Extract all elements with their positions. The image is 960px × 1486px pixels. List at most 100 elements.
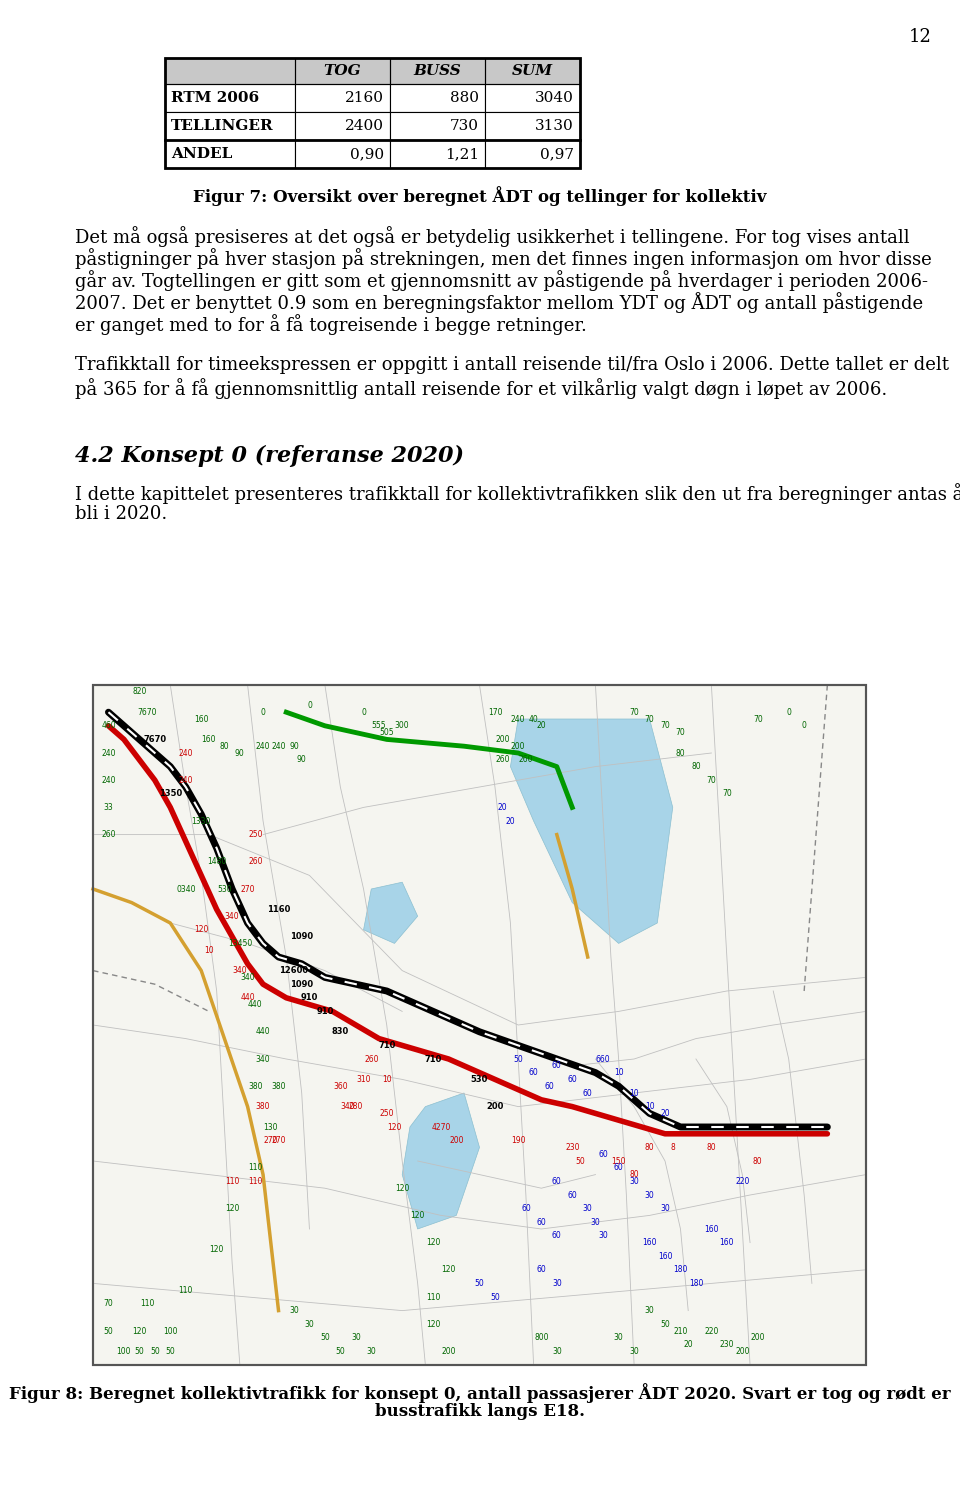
Text: 60: 60 [583,1089,592,1098]
Text: 12: 12 [908,28,931,46]
Text: 120: 120 [426,1238,441,1247]
Text: 230: 230 [720,1340,734,1349]
Text: 30: 30 [367,1346,376,1355]
Text: 120: 120 [225,1204,239,1213]
Text: 30: 30 [613,1333,623,1342]
Text: I dette kapittelet presenteres trafikktall for kollektivtrafikken slik den ut fr: I dette kapittelet presenteres trafikkta… [75,483,960,504]
Text: 160: 160 [194,715,208,724]
Text: 20: 20 [498,802,508,811]
Text: 270: 270 [240,884,254,893]
FancyBboxPatch shape [165,85,295,111]
Text: 50: 50 [660,1320,670,1328]
Text: 110: 110 [248,1177,262,1186]
Text: 505: 505 [379,728,394,737]
Text: 70: 70 [660,721,670,730]
FancyBboxPatch shape [390,140,485,168]
Polygon shape [364,883,418,944]
Text: 250: 250 [379,1109,394,1117]
Text: ANDEL: ANDEL [171,147,232,160]
FancyBboxPatch shape [93,685,866,1366]
Text: 60: 60 [567,1190,577,1199]
Text: 120: 120 [194,926,208,935]
Text: 250: 250 [248,831,263,840]
Text: 910: 910 [300,993,318,1002]
Text: 4.2 Konsept 0 (referanse 2020): 4.2 Konsept 0 (referanse 2020) [75,444,464,467]
Text: 380: 380 [255,1103,271,1112]
Text: 200: 200 [442,1346,456,1355]
Text: 310: 310 [356,1074,371,1083]
Text: 110: 110 [179,1285,193,1294]
Text: 160: 160 [704,1224,719,1233]
Text: 2400: 2400 [345,119,384,134]
Text: 90: 90 [297,755,306,764]
FancyBboxPatch shape [165,111,295,140]
Text: 110: 110 [140,1299,155,1308]
Text: 80: 80 [676,749,685,758]
Text: 1160: 1160 [267,905,290,914]
Text: 120: 120 [209,1245,224,1254]
Text: går av. Togtellingen er gitt som et gjennomsnitt av påstigende på hverdager i pe: går av. Togtellingen er gitt som et gjen… [75,270,928,291]
Text: 60: 60 [537,1217,546,1227]
Text: 1350: 1350 [158,789,182,798]
FancyBboxPatch shape [485,85,580,111]
Text: 260: 260 [101,831,116,840]
Text: TOG: TOG [324,64,361,77]
Text: 50: 50 [150,1346,159,1355]
Text: 160: 160 [720,1238,734,1247]
Text: 340: 340 [341,1103,355,1112]
Text: RTM 2006: RTM 2006 [171,91,259,106]
Text: 60: 60 [537,1265,546,1275]
Text: 380: 380 [272,1082,286,1091]
Text: 530: 530 [470,1074,489,1083]
Text: 2007. Det er benyttet 0.9 som en beregningsfaktor mellom YDT og ÅDT og antall på: 2007. Det er benyttet 0.9 som en beregni… [75,293,924,314]
Text: 20: 20 [537,721,546,730]
Text: 200: 200 [495,736,510,744]
Text: 10: 10 [645,1103,655,1112]
Text: 710: 710 [424,1055,442,1064]
Text: 3040: 3040 [535,91,574,106]
Text: 340: 340 [255,1055,271,1064]
Text: 30: 30 [645,1190,655,1199]
Text: 80: 80 [691,762,701,771]
Text: 730: 730 [450,119,479,134]
Text: 20: 20 [506,816,516,826]
Text: 820: 820 [132,688,147,697]
Text: 300: 300 [395,721,410,730]
Text: 90: 90 [235,749,245,758]
Text: 1480: 1480 [207,857,227,866]
Text: 260: 260 [248,857,263,866]
Text: 30: 30 [629,1177,639,1186]
Text: 50: 50 [575,1156,585,1165]
Text: Figur 7: Oversikt over beregnet ÅDT og tellinger for kollektiv: Figur 7: Oversikt over beregnet ÅDT og t… [193,186,767,207]
Text: 7670: 7670 [143,736,166,744]
Text: 660: 660 [596,1055,611,1064]
Text: 530: 530 [217,884,231,893]
Text: 830: 830 [332,1027,349,1036]
Text: 12600: 12600 [279,966,308,975]
Text: 10: 10 [630,1089,639,1098]
Text: 1,21: 1,21 [444,147,479,160]
Text: 910: 910 [316,1008,333,1016]
Text: 0340: 0340 [176,884,196,893]
Text: 2160: 2160 [345,91,384,106]
Text: 555: 555 [372,721,386,730]
Text: 30: 30 [552,1346,562,1355]
Text: 50: 50 [320,1333,330,1342]
Text: Det må også presiseres at det også er betydelig usikkerhet i tellingene. For tog: Det må også presiseres at det også er be… [75,226,910,247]
Text: 70: 70 [629,707,639,716]
Text: 880: 880 [450,91,479,106]
Text: 60: 60 [567,1074,577,1083]
Text: 260: 260 [495,755,510,764]
Text: 50: 50 [165,1346,175,1355]
Text: 190: 190 [511,1137,525,1146]
Text: 200: 200 [751,1333,765,1342]
Text: 60: 60 [552,1177,562,1186]
Polygon shape [402,1094,479,1229]
Text: 60: 60 [552,1232,562,1241]
Text: 340: 340 [232,966,247,975]
Text: 230: 230 [565,1143,580,1152]
Text: 120: 120 [442,1265,456,1275]
Text: 7670: 7670 [137,707,156,716]
Text: 340: 340 [225,912,239,921]
Text: 440: 440 [248,1000,263,1009]
